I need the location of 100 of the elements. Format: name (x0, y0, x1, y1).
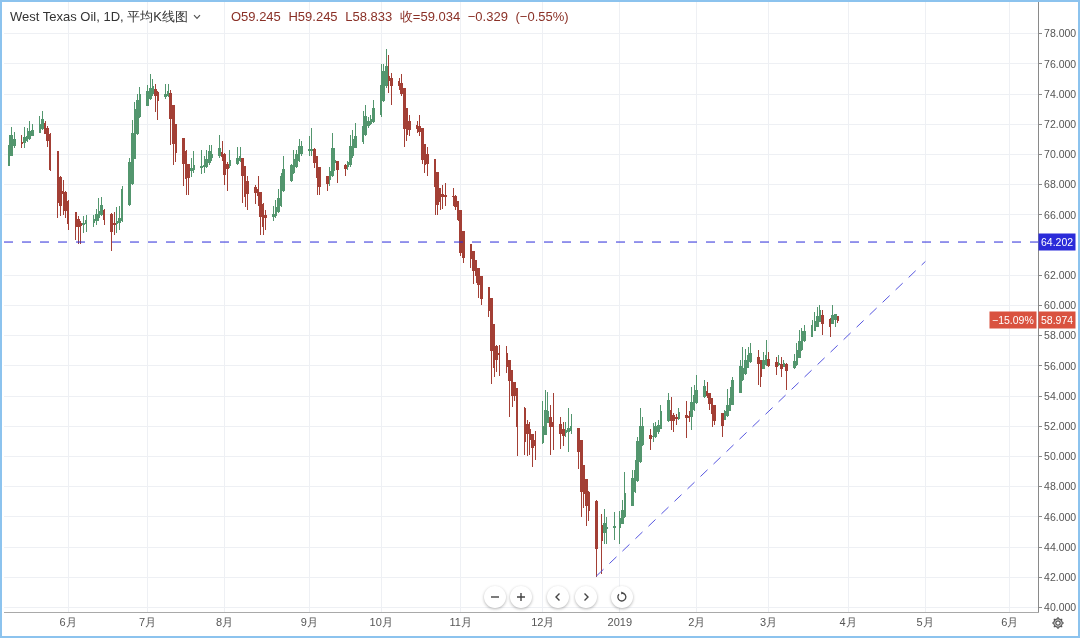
y-tick-label: 68.000 (1044, 178, 1077, 191)
candlestick (669, 396, 673, 431)
y-tick-label: 56.000 (1044, 359, 1077, 372)
candlestick (326, 175, 329, 192)
candlestick (30, 123, 34, 137)
candlestick (567, 407, 570, 453)
y-tick-label: 54.000 (1044, 389, 1077, 402)
candlestick (595, 499, 598, 578)
candlestick (780, 356, 783, 378)
candlestick (451, 187, 455, 207)
candlestick (690, 386, 693, 431)
ref-line-label: 64.202 (1041, 236, 1074, 248)
candlestick (426, 146, 429, 177)
candlestick (110, 212, 114, 252)
candlestick (523, 406, 527, 456)
text: O59.245 H59.245 L58.833 收=59.034 −0.329 (−0.55%) (230, 8, 569, 26)
candlestick (836, 316, 840, 324)
x-tick-label: 11月 (449, 616, 472, 629)
candlestick (654, 421, 657, 439)
x-tick-label: 6月 (1001, 616, 1019, 629)
candlestick (218, 134, 221, 159)
candlestick (115, 206, 119, 234)
candlestick (757, 349, 760, 386)
y-tick-label: 60.000 (1044, 299, 1077, 312)
candlestick (379, 63, 383, 118)
x-tick-label: 10月 (369, 616, 393, 629)
candlestick (343, 163, 347, 177)
y-tick-label: 44.000 (1044, 540, 1077, 553)
candlestick (831, 304, 835, 325)
candlestick (782, 359, 786, 367)
candlestick (551, 392, 555, 451)
x-tick-label: 8月 (216, 616, 234, 629)
candlestick (562, 421, 565, 447)
candlestick (775, 356, 778, 376)
y-tick-label: 48.000 (1044, 480, 1077, 493)
candlestick (74, 211, 78, 241)
candlestick (61, 179, 65, 216)
candlestick (764, 339, 768, 367)
candlestick (497, 344, 501, 377)
y-tick-label: 70.000 (1044, 148, 1077, 161)
candlestick (651, 422, 655, 443)
candlestick (603, 508, 606, 545)
candlestick (613, 511, 616, 541)
x-tick-label: 12月 (531, 616, 555, 629)
text: 58.974 (1041, 314, 1074, 326)
candlestick (818, 304, 822, 323)
y-tick-label: 74.000 (1044, 87, 1077, 100)
y-tick-label: 72.000 (1044, 117, 1077, 130)
candlestick (84, 214, 88, 232)
candlestick (151, 78, 155, 97)
candlestick (444, 182, 447, 207)
candlestick (23, 126, 26, 149)
candlestick (102, 208, 106, 226)
text: West Texas Oil, 1D, 平均K线图 (10, 8, 188, 26)
candlestick (677, 407, 681, 421)
candlestick (166, 83, 170, 98)
x-tick-label: 5月 (916, 616, 934, 629)
candlestick (667, 392, 670, 423)
candlestick (726, 388, 729, 418)
candlestick (100, 196, 103, 217)
candlestick (372, 99, 375, 124)
candlestick (210, 144, 214, 162)
candlestick (192, 150, 196, 174)
y-tick-label: 52.000 (1044, 419, 1077, 432)
candlestick (241, 157, 244, 204)
candlestick (659, 404, 663, 430)
x-tick-label: 2019 (607, 616, 633, 629)
candlestick (56, 150, 60, 219)
y-tick-label: 46.000 (1044, 510, 1077, 523)
candlestick (767, 351, 770, 368)
candlestick (77, 215, 80, 245)
candlestick (28, 120, 31, 141)
y-tick-label: 66.000 (1044, 208, 1077, 221)
x-tick-label: 4月 (839, 616, 857, 629)
candlestick (721, 412, 724, 438)
candlestick (433, 158, 437, 216)
candlestick (205, 149, 208, 169)
candlestick (41, 110, 44, 131)
candlestick (559, 416, 563, 450)
candlestick (38, 115, 42, 134)
candlestick (685, 400, 688, 439)
candlestick (828, 317, 832, 338)
candlestick (649, 428, 652, 451)
candlestick (710, 397, 714, 428)
candlestick (200, 149, 203, 175)
candlestick (336, 160, 339, 184)
candlestick (228, 149, 232, 169)
x-tick-label: 3月 (760, 616, 778, 629)
candlestick (97, 197, 101, 222)
candlestick (82, 215, 85, 234)
candlestick (164, 83, 167, 100)
x-tick-label: 7月 (139, 616, 157, 629)
candlestick (600, 513, 604, 574)
x-tick-label: 2月 (688, 616, 706, 629)
candlestick (20, 134, 24, 149)
y-tick-label: 50.000 (1044, 450, 1077, 463)
candlestick (816, 306, 819, 328)
x-tick-label: 9月 (300, 616, 318, 629)
candlestick (238, 146, 242, 163)
candlestick (79, 220, 83, 245)
